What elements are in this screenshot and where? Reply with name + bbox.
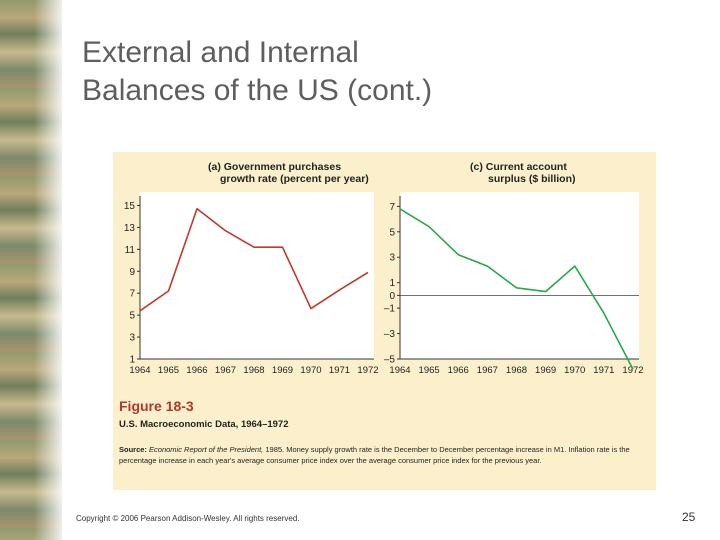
current-account-line	[399, 208, 634, 370]
x-tick-label: 1964	[389, 365, 410, 376]
x-tick-label: 1971	[593, 365, 614, 376]
slide-title: External and Internal Balances of the US…	[82, 34, 642, 110]
figure-caption: U.S. Macroeconomic Data, 1964–1972	[119, 419, 289, 430]
decorative-side-image	[0, 0, 62, 540]
x-tick-label: 1969	[535, 365, 556, 376]
x-tick-label: 1965	[158, 365, 179, 376]
y-tick-label: 15	[124, 201, 136, 212]
slide-title-line-2: Balances of the US (cont.)	[82, 74, 433, 107]
y-tick-label: 3	[389, 253, 395, 264]
y-tick-label: 7	[389, 202, 395, 213]
x-tick-label: 1972	[622, 365, 643, 376]
x-tick-label: 1972	[357, 365, 378, 376]
source-label: Source:	[119, 445, 147, 454]
copyright-notice: Copyright © 2006 Pearson Addison-Wesley.…	[76, 514, 300, 523]
y-tick-label: –3	[384, 329, 396, 340]
y-tick-label: 11	[125, 245, 136, 256]
x-tick-label: 1964	[129, 365, 150, 376]
chart-title-line-1: (a) Government purchases	[208, 161, 341, 173]
plot-background	[400, 192, 639, 359]
source-text: 1985. Money supply growth rate is the De…	[119, 445, 630, 465]
plot-background	[140, 192, 374, 359]
chart-title-line-1: (c) Current account	[470, 161, 567, 173]
chart-title-line-2: surplus ($ billion)	[488, 173, 576, 185]
x-tick-label: 1968	[243, 365, 264, 376]
y-tick-label: 5	[389, 227, 395, 238]
figure-source: Source: Economic Report of the President…	[119, 444, 647, 466]
page-number: 25	[682, 510, 696, 524]
y-tick-label: –5	[384, 355, 396, 366]
x-tick-label: 1970	[300, 365, 321, 376]
x-tick-label: 1966	[448, 365, 469, 376]
y-tick-label: –1	[384, 304, 396, 315]
x-tick-label: 1965	[419, 365, 440, 376]
source-title: Economic Report of the President,	[149, 445, 264, 454]
x-tick-label: 1971	[329, 365, 350, 376]
y-tick-label: 0	[389, 291, 395, 302]
x-tick-label: 1968	[506, 365, 527, 376]
x-tick-label: 1967	[215, 365, 236, 376]
y-tick-label: 5	[129, 311, 135, 322]
government-purchases-line	[139, 207, 369, 312]
y-tick-label: 9	[129, 267, 135, 278]
x-tick-label: 1969	[272, 365, 293, 376]
slide-title-line-1: External and Internal	[82, 36, 359, 69]
y-tick-label: 1	[129, 355, 135, 366]
y-tick-label: 3	[129, 333, 135, 344]
chart-title-line-2: growth rate (percent per year)	[220, 173, 369, 185]
y-tick-label: 7	[129, 289, 135, 300]
figure-panel: (a) Government purchases growth rate (per…	[113, 152, 656, 490]
x-tick-label: 1970	[564, 365, 585, 376]
x-tick-label: 1967	[477, 365, 498, 376]
x-tick-label: 1966	[186, 365, 207, 376]
y-tick-label: 1	[389, 278, 395, 289]
y-tick-label: 13	[124, 223, 136, 234]
figure-number: Figure 18-3	[119, 398, 194, 414]
